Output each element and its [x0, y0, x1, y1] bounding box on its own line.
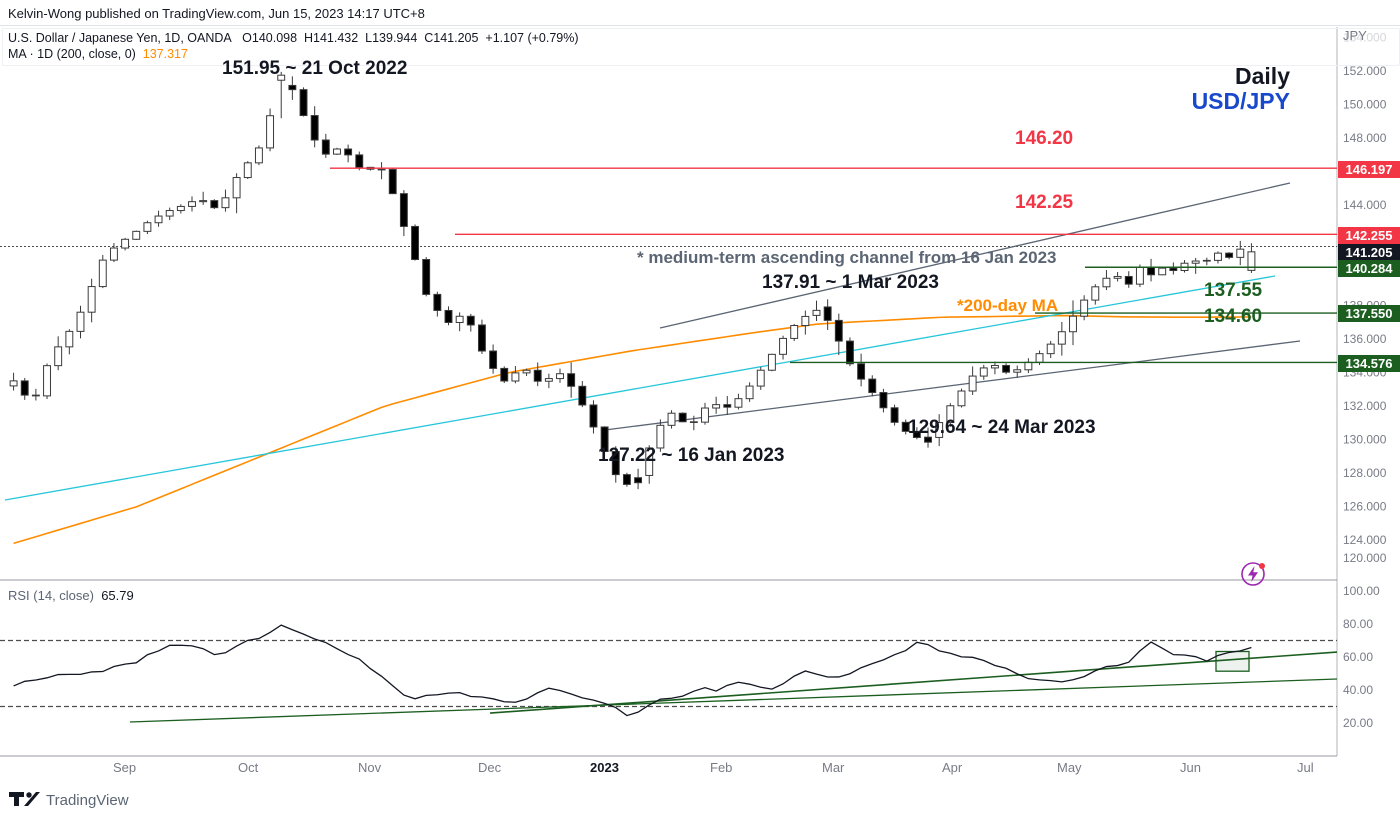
svg-text:128.000: 128.000 — [1343, 466, 1387, 480]
svg-text:132.000: 132.000 — [1343, 399, 1387, 413]
svg-text:152.000: 152.000 — [1343, 64, 1387, 78]
svg-text:136.000: 136.000 — [1343, 332, 1387, 346]
svg-text:120.000: 120.000 — [1343, 551, 1387, 565]
svg-text:60.00: 60.00 — [1343, 650, 1373, 664]
svg-text:80.00: 80.00 — [1343, 617, 1373, 631]
svg-text:40.00: 40.00 — [1343, 683, 1373, 697]
svg-text:100.00: 100.00 — [1343, 584, 1380, 598]
svg-text:144.000: 144.000 — [1343, 198, 1387, 212]
svg-text:148.000: 148.000 — [1343, 131, 1387, 145]
svg-text:126.000: 126.000 — [1343, 500, 1387, 514]
svg-text:124.000: 124.000 — [1343, 533, 1387, 547]
svg-text:TradingView: TradingView — [46, 792, 129, 809]
svg-text:20.00: 20.00 — [1343, 716, 1373, 730]
svg-text:130.000: 130.000 — [1343, 433, 1387, 447]
svg-text:150.000: 150.000 — [1343, 98, 1387, 112]
